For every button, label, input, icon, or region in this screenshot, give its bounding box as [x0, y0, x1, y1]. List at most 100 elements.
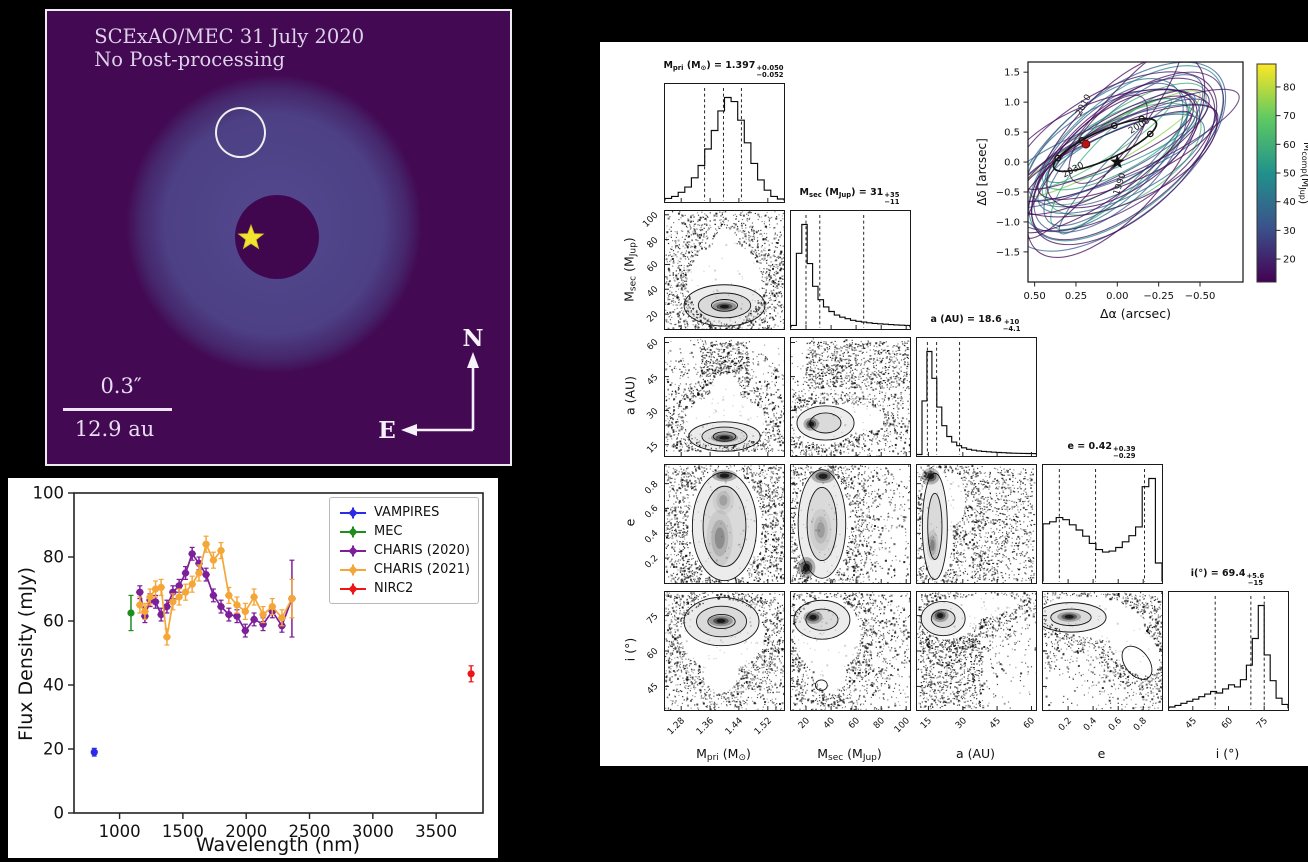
svg-text:−1.5: −1.5	[996, 247, 1020, 258]
companion-annotation-circle	[214, 106, 266, 158]
corner-yaxis-label-i: i (°)	[622, 637, 638, 662]
svg-text:70: 70	[1283, 111, 1296, 122]
svg-text:20: 20	[43, 740, 64, 759]
corner-xtick-label: 1.52	[752, 716, 774, 738]
svg-text:50: 50	[1283, 169, 1296, 180]
corner-xaxis-label-i: i (°)	[1215, 746, 1240, 761]
svg-text:60: 60	[1283, 140, 1296, 151]
corner-ytick-label: 0.6	[643, 503, 661, 522]
corner-xtick-label: 40	[821, 716, 838, 732]
epoch-marker	[1146, 130, 1154, 138]
scalebar-au-label: 12.9 au	[74, 416, 155, 441]
corner-2d-Mpri-vs-Msec	[664, 210, 785, 330]
east-arrow-icon	[401, 424, 417, 436]
legend-item: CHARIS (2021)	[338, 560, 470, 579]
corner-xtick-label: 100	[893, 716, 913, 736]
svg-text:−0.5: −0.5	[996, 187, 1020, 198]
corner-ytick-label: 75	[645, 611, 661, 627]
corner-xtick-label: 60	[1219, 716, 1235, 732]
corner-ytick-label: 60	[645, 259, 661, 276]
corner-xtick-label: 60	[1022, 716, 1038, 732]
corner-xtick-label: 30	[953, 716, 969, 732]
corner-ytick-label: 0.4	[643, 528, 661, 546]
svg-text:40: 40	[43, 676, 64, 695]
corner-xtick-label: 60	[846, 716, 863, 732]
corner-2d-Msec-vs-e	[790, 464, 911, 584]
corner-2d-Mpri-vs-i	[664, 591, 785, 711]
corner-xtick-label: 0.6	[1107, 716, 1125, 734]
corner-xtick-label: 1.36	[694, 716, 717, 738]
corner-ytick-label: 40	[645, 284, 661, 300]
legend-label: VAMPIRES	[374, 505, 440, 520]
corner-ytick-label: 100	[641, 210, 661, 230]
svg-text:2500: 2500	[289, 822, 331, 841]
compass-east-label: E	[378, 417, 396, 444]
series-NIRC2	[467, 665, 475, 683]
svg-text:0.0: 0.0	[1004, 158, 1020, 169]
legend-label: CHARIS (2020)	[373, 543, 470, 558]
corner-2d-a-vs-i	[916, 591, 1037, 711]
corner-ytick-label: 60	[645, 646, 661, 662]
corner-xaxis-label-Mpri: Mpri (M⊙)	[696, 746, 751, 764]
corner-2d-Msec-vs-a	[790, 337, 911, 457]
series-MEC	[127, 594, 135, 632]
svg-text:−1.0: −1.0	[996, 217, 1020, 228]
orbit-family	[1028, 62, 1240, 259]
svg-text:0.50: 0.50	[1023, 291, 1045, 302]
image-title-line2: No Post-processing	[94, 48, 286, 72]
svg-text:1000: 1000	[99, 822, 141, 841]
colorbar	[1256, 63, 1277, 283]
flux-y-axis-label: Flux Density (mJy)	[15, 567, 37, 741]
svg-text:2000: 2000	[225, 822, 267, 841]
legend-marker-icon	[340, 526, 366, 537]
series-VAMPIRES	[90, 747, 98, 757]
flux-x-axis-label: Wavelength (nm)	[195, 834, 361, 856]
legend-item: MEC	[338, 522, 470, 541]
corner-ytick-label: 60	[645, 337, 661, 354]
corner-xtick-label: 15	[919, 716, 935, 732]
best-fit-orbit	[1052, 117, 1158, 173]
compass-rose: N E	[378, 325, 483, 444]
corner-2d-Mpri-vs-e	[664, 464, 785, 584]
corner-hist-Mpri	[664, 83, 785, 203]
svg-text:0.25: 0.25	[1065, 291, 1087, 302]
corner-2d-Msec-vs-i	[790, 591, 911, 711]
epoch-marker	[1138, 115, 1146, 123]
svg-text:1500: 1500	[162, 822, 204, 841]
corner-xtick-label: 80	[872, 716, 888, 732]
corner-2d-a-vs-e	[916, 464, 1037, 584]
epoch-marker	[1054, 154, 1062, 162]
corner-ytick-label: 20	[645, 309, 661, 325]
corner-xtick-label: 75	[1255, 716, 1271, 732]
svg-text:80: 80	[1283, 82, 1296, 93]
legend-item: CHARIS (2020)	[338, 541, 470, 560]
legend-marker-icon	[340, 564, 366, 575]
corner-ytick-label: 45	[645, 681, 661, 698]
corner-2d-e-vs-i	[1042, 591, 1163, 711]
legend-item: NIRC2	[338, 579, 470, 598]
orbit-x-axis-label: Δα (arcsec)	[1100, 306, 1171, 321]
svg-text:1.5: 1.5	[1004, 68, 1020, 79]
corner-ytick-label: 30	[645, 406, 661, 422]
corner-ytick-label: 45	[645, 372, 661, 388]
svg-text:40: 40	[1283, 197, 1296, 208]
series-CHARIS (2021)	[136, 535, 296, 646]
corner-ytick-label: 15	[645, 440, 661, 456]
flux-density-chart-panel: 1000 1500 2000 2500 3000 3500 0 20 40 60 80 100 Flu…	[8, 478, 498, 858]
corner-title-a: a (AU) = 18.6 +10 −4.1	[930, 314, 1021, 334]
corner-hist-a	[916, 337, 1037, 457]
legend-marker-icon	[340, 583, 366, 594]
svg-text:3500: 3500	[415, 822, 457, 841]
corner-xtick-label: 20	[796, 716, 813, 732]
corner-title-Msec: Msec (MJup) = 31 +35 −11	[799, 187, 900, 207]
posterior-corner-panel: Mpri (M⊙) = 1.397 +0.050 −0.052 Msec (MJup)…	[600, 42, 1308, 766]
svg-text:60: 60	[43, 612, 64, 631]
corner-xtick-label: 45	[1183, 716, 1199, 732]
corner-xtick-label: 0.4	[1081, 716, 1100, 734]
corner-xaxis-label-e: e	[1097, 746, 1106, 761]
corner-title-e: e = 0.42 +0.39 −0.29	[1067, 441, 1136, 461]
svg-text:80: 80	[43, 548, 64, 567]
colorbar-label: Mcomp(MJup)	[1297, 142, 1308, 204]
svg-text:20: 20	[1283, 255, 1296, 266]
